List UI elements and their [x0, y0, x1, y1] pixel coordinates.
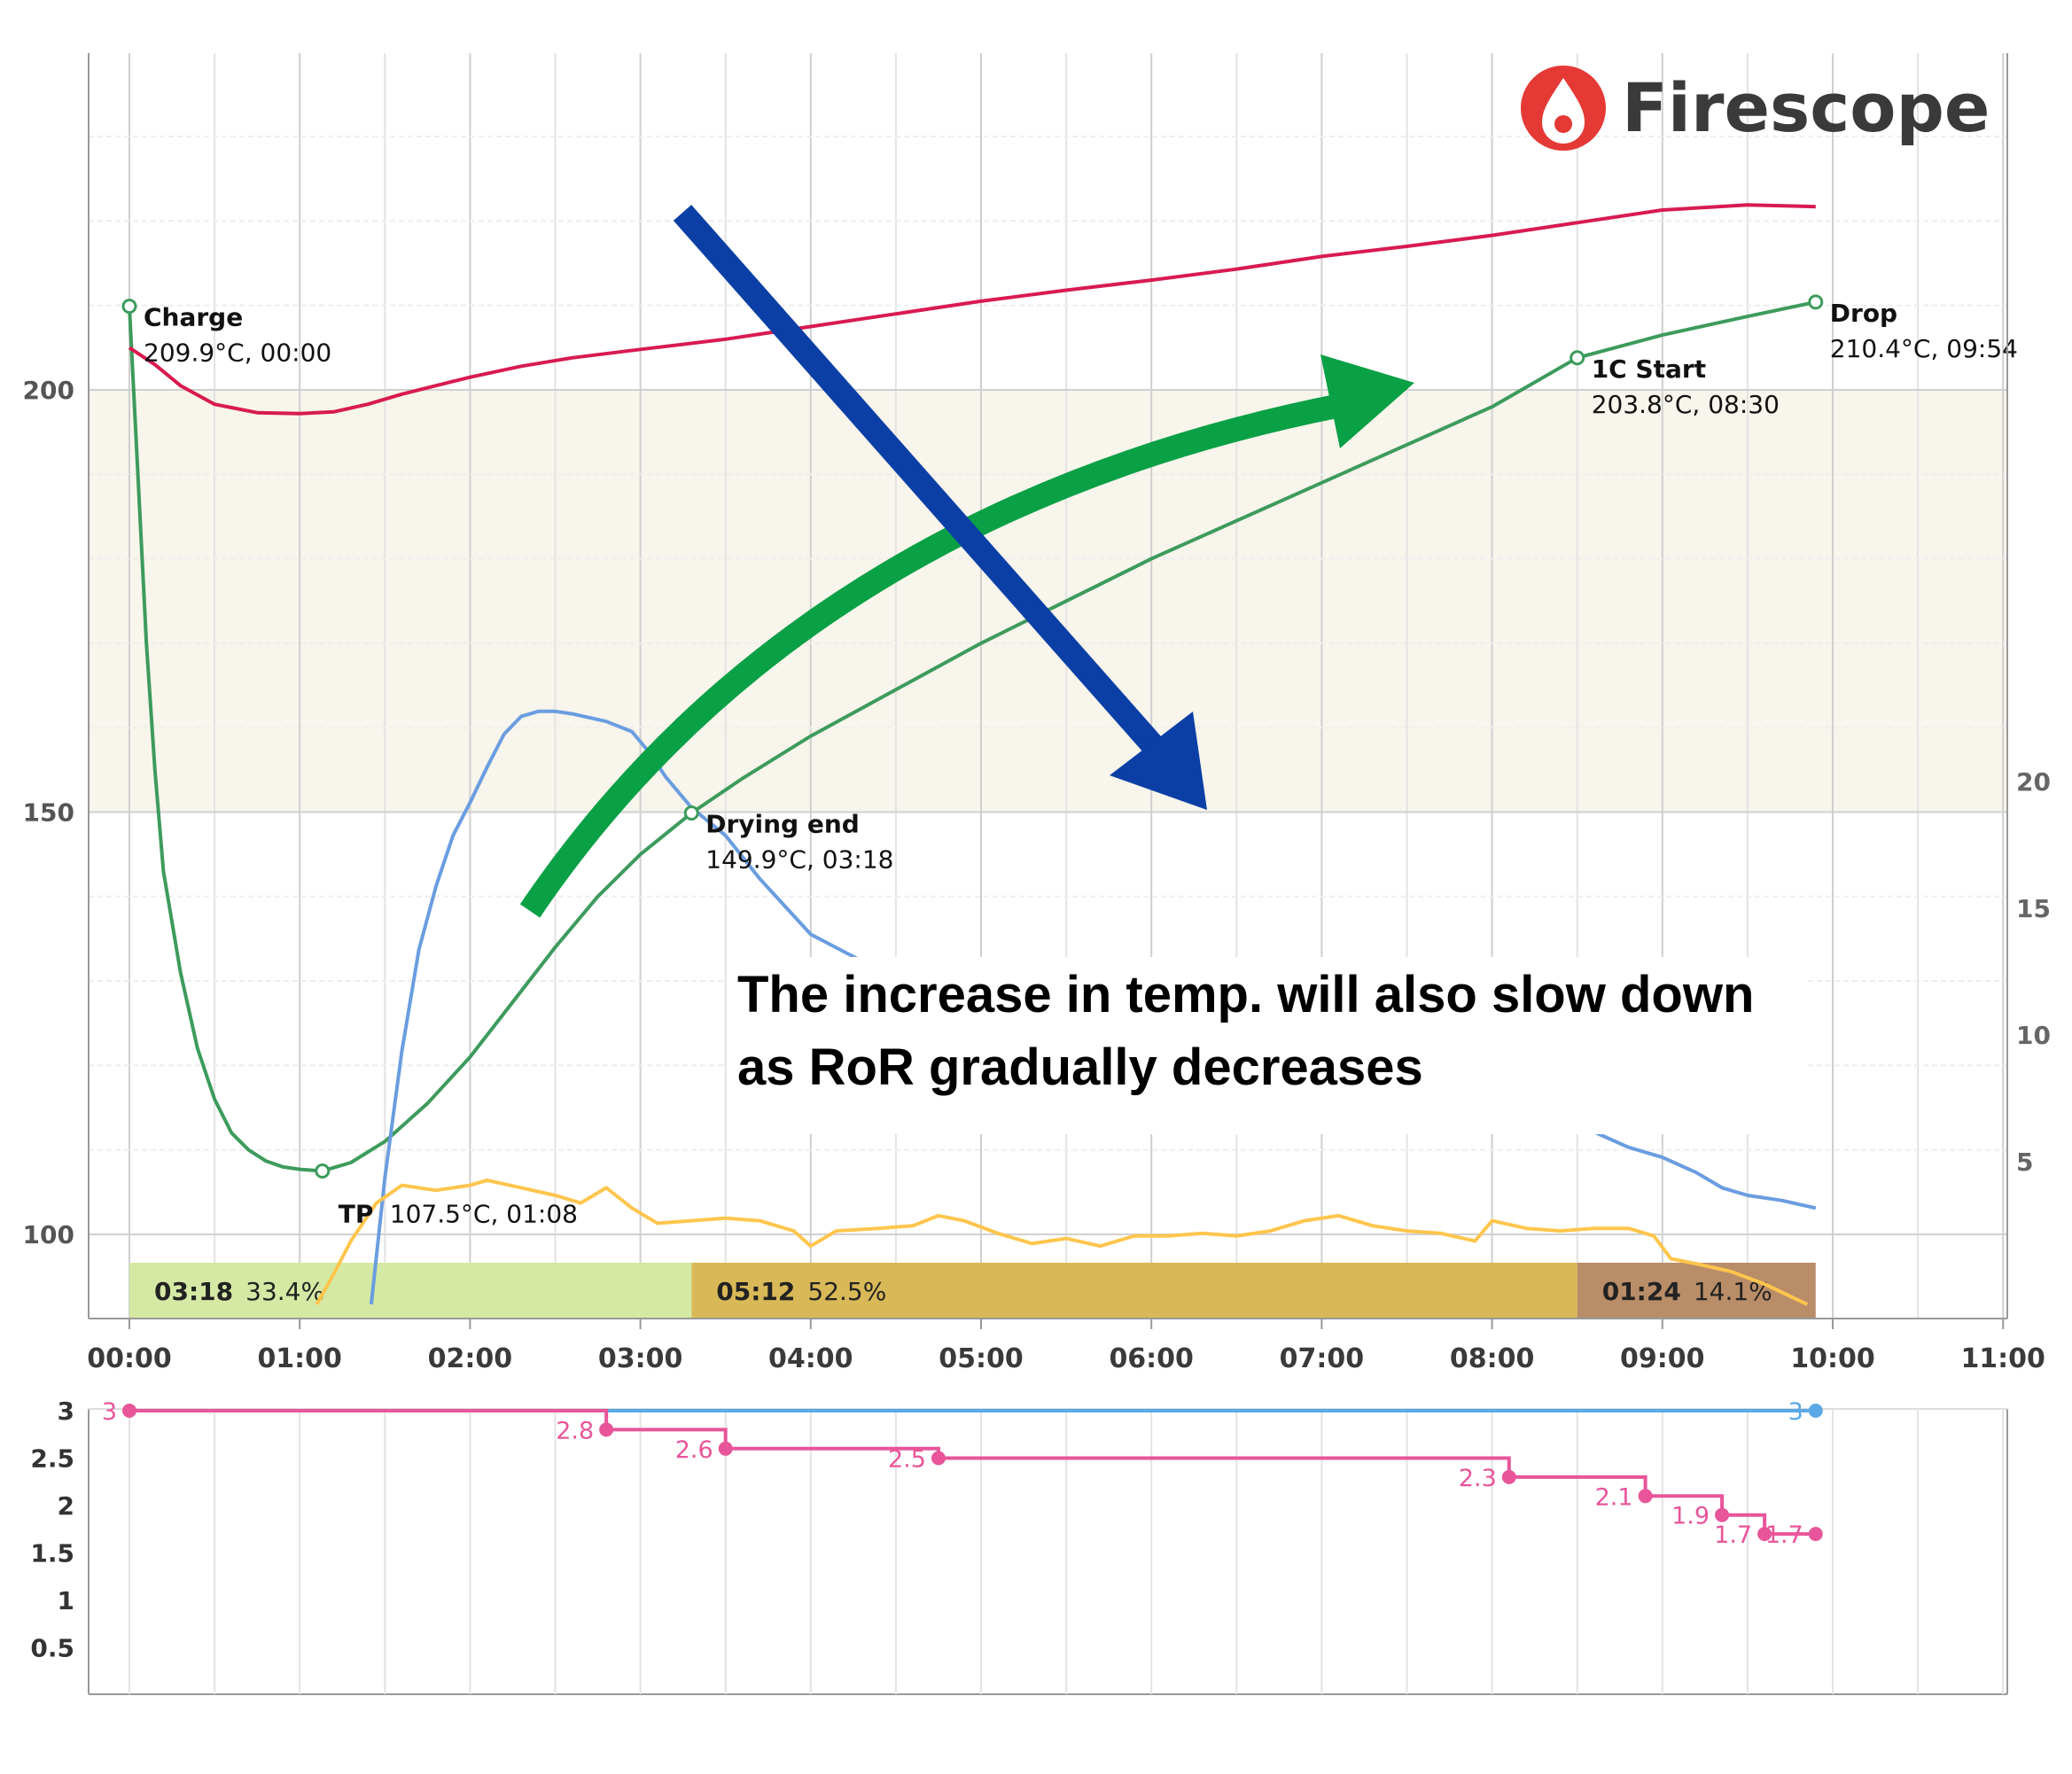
step-label: 3: [102, 1398, 117, 1426]
step-point: [599, 1422, 614, 1437]
y-right-tick-label: 20: [2016, 767, 2051, 797]
phase-label: 03:18 33.4%: [154, 1277, 324, 1306]
step-line-pink_step: [129, 1409, 1816, 1537]
event-value: 210.4°C, 09:54: [1830, 334, 2018, 363]
step-point: [122, 1404, 136, 1418]
x-tick-label: 11:00: [1960, 1343, 2045, 1374]
step-label: 2.5: [888, 1446, 926, 1474]
x-tick-label: 03:00: [598, 1343, 683, 1374]
step-label: 1.9: [1671, 1503, 1710, 1530]
phase-time: 01:24: [1602, 1277, 1681, 1306]
series-bean: [128, 300, 1817, 1173]
step-point: [1808, 1527, 1823, 1542]
x-tick-label: 08:00: [1450, 1343, 1535, 1374]
event-marker: [1808, 294, 1824, 310]
event-marker: [121, 299, 137, 315]
step-label: 2.3: [1459, 1465, 1497, 1492]
step-label: 3: [1788, 1398, 1803, 1426]
axes: 00:00 01:00 02:00 03:00 04:00 05:00 06:00 07:00…: [23, 53, 2051, 1374]
step-point: [1501, 1469, 1516, 1484]
highlight-band-layer: [89, 390, 2007, 813]
step-point: [1638, 1489, 1653, 1504]
x-tick-label: 06:00: [1109, 1343, 1194, 1374]
event-name: 1C Start: [1592, 354, 1706, 384]
x-tick-label: 07:00: [1280, 1343, 1365, 1374]
step-label: 1.7: [1765, 1521, 1803, 1549]
event-value: 107.5°C, 01:08: [390, 1200, 578, 1229]
phase-percent: 33.4%: [245, 1277, 324, 1306]
x-tick-label: 04:00: [768, 1343, 853, 1374]
step-label: 1.7: [1714, 1521, 1752, 1549]
sub-y-tick-label: 1: [58, 1586, 74, 1615]
phase-segment: [129, 1263, 692, 1319]
sub-y-tick-label: 2: [58, 1491, 74, 1521]
step-point: [931, 1451, 946, 1466]
x-tick-label: 00:00: [87, 1343, 172, 1374]
y-left-tick-label: 200: [23, 376, 74, 405]
x-tick-label: 09:00: [1620, 1343, 1705, 1374]
y-right-tick-label: 10: [2016, 1021, 2051, 1050]
phase-time: 05:12: [716, 1277, 795, 1306]
x-tick-label: 05:00: [939, 1343, 1024, 1374]
phase-segment: [691, 1263, 1577, 1319]
step-label: 2.8: [556, 1417, 594, 1444]
event-markers: Charge 209.9°C, 00:00 TP 107.5°C, 01:08 Dryi…: [121, 294, 2018, 1229]
phase-label: 05:12 52.5%: [716, 1277, 886, 1306]
step-point: [1808, 1404, 1823, 1418]
event-marker: [683, 805, 699, 821]
phase-time: 03:18: [154, 1277, 233, 1306]
step-label: 2.6: [675, 1436, 713, 1464]
event-value: 149.9°C, 03:18: [705, 844, 893, 874]
phase-percent: 52.5%: [807, 1277, 886, 1306]
series-environment: [128, 203, 1816, 416]
y-right-tick-label: 5: [2016, 1148, 2033, 1177]
series-ror_yellow: [315, 1178, 1809, 1306]
step-point: [1757, 1527, 1772, 1542]
annotation-line-1: The increase in temp. will also slow dow…: [737, 966, 1754, 1023]
event-name: TP: [339, 1200, 374, 1229]
event-value: 203.8°C, 08:30: [1592, 390, 1780, 419]
event-marker: [315, 1163, 331, 1179]
highlight-band: [89, 390, 2007, 813]
x-tick-label: 10:00: [1790, 1343, 1875, 1374]
step-point: [718, 1441, 733, 1456]
event-name: Charge: [144, 303, 243, 332]
step-label: 2.1: [1595, 1483, 1633, 1511]
event-value: 209.9°C, 00:00: [144, 338, 331, 368]
blue-diagonal-arrow: [673, 205, 1207, 810]
y-right-tick-label: 15: [2016, 894, 2051, 923]
sub-y-tick-label: 2.5: [30, 1444, 74, 1474]
sub-y-tick-label: 3: [58, 1397, 74, 1426]
annotation-line-2: as RoR gradually decreases: [737, 1039, 1423, 1096]
event-name: Drop: [1830, 299, 1897, 328]
sub-y-tick-label: 0.5: [30, 1634, 74, 1663]
y-left-tick-label: 150: [23, 798, 74, 828]
x-tick-label: 01:00: [257, 1343, 342, 1374]
brand-name: Firescope: [1622, 68, 1990, 147]
firescope-logo: Firescope: [1521, 66, 1990, 151]
green-curved-arrow: [519, 354, 1414, 918]
x-tick-label: 02:00: [428, 1343, 513, 1374]
sub-y-tick-label: 1.5: [30, 1539, 74, 1568]
annotation-text: The increase in temp. will also slow dow…: [737, 966, 1769, 1096]
event-name: Drying end: [705, 809, 860, 838]
phase-bar: 03:18 33.4% 05:12 52.5% 01:24 14.1%: [129, 1263, 1816, 1319]
event-marker: [1570, 350, 1585, 366]
step-point: [1715, 1507, 1730, 1522]
y-left-tick-label: 100: [23, 1220, 74, 1249]
